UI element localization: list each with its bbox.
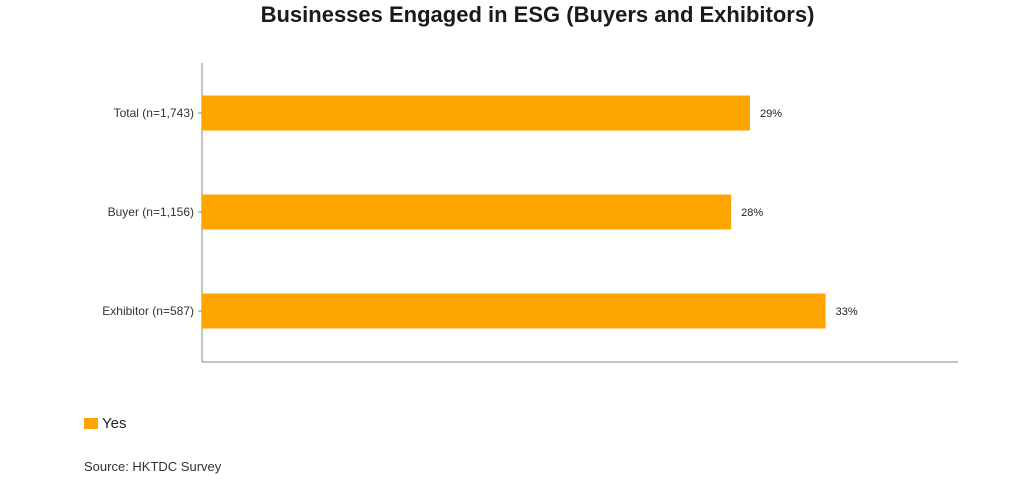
legend: Yes bbox=[84, 415, 126, 432]
legend-swatch bbox=[84, 418, 98, 429]
bar-value-label: 33% bbox=[836, 306, 858, 318]
category-label: Buyer (n=1,156) bbox=[108, 205, 194, 219]
bar bbox=[202, 194, 732, 230]
bar bbox=[202, 293, 826, 329]
category-label: Total (n=1,743) bbox=[114, 106, 194, 120]
chart-title: Businesses Engaged in ESG (Buyers and Ex… bbox=[260, 2, 815, 27]
source-note: Source: HKTDC Survey bbox=[84, 459, 222, 474]
bar-value-label: 29% bbox=[760, 108, 782, 120]
bar bbox=[202, 95, 750, 131]
category-label: Exhibitor (n=587) bbox=[102, 304, 194, 318]
legend-label: Yes bbox=[102, 415, 127, 432]
bar-value-label: 28% bbox=[741, 207, 763, 219]
